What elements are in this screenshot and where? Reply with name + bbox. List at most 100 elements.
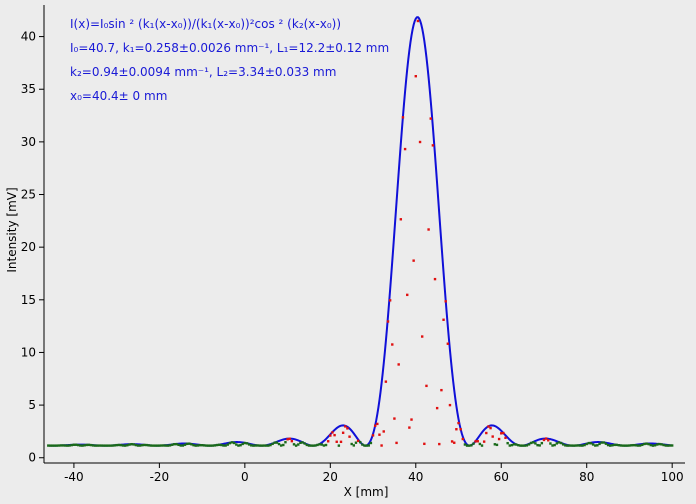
data-point	[510, 443, 514, 447]
data-point	[200, 444, 204, 447]
data-point	[333, 433, 336, 437]
data-point	[284, 441, 287, 444]
annotation-params-1: I₀=40.7, k₁=0.258±0.0026 mm⁻¹, L₁=12.2±0…	[70, 41, 389, 55]
data-point	[403, 147, 407, 151]
data-point	[344, 425, 347, 428]
data-point	[218, 443, 221, 447]
data-point	[260, 444, 264, 447]
data-point	[623, 444, 627, 447]
data-point	[279, 444, 283, 447]
y-tick-label: 5	[28, 398, 36, 412]
data-point	[164, 444, 167, 447]
data-point	[290, 439, 294, 443]
data-point	[401, 116, 405, 119]
data-point	[365, 444, 368, 447]
x-tick-label: -40	[64, 470, 84, 484]
data-point	[215, 443, 219, 447]
data-point	[337, 444, 341, 447]
data-point	[361, 443, 364, 446]
data-point	[536, 443, 539, 447]
data-point	[83, 444, 86, 447]
data-point	[68, 444, 71, 447]
data-point	[596, 444, 599, 447]
data-point	[557, 441, 561, 444]
data-point	[100, 444, 103, 447]
data-point	[467, 444, 471, 447]
data-point	[123, 444, 127, 447]
data-point	[247, 443, 251, 446]
data-point	[487, 425, 490, 428]
data-point	[121, 444, 125, 447]
data-point	[326, 440, 330, 443]
data-point	[433, 277, 437, 281]
data-point	[570, 444, 573, 447]
y-tick-label: 15	[21, 293, 36, 307]
data-point	[307, 444, 311, 447]
data-point	[143, 443, 146, 447]
data-point	[81, 444, 84, 447]
y-tick-label: 35	[21, 82, 36, 96]
data-point	[62, 444, 65, 447]
data-point	[156, 444, 159, 447]
data-point	[527, 443, 531, 446]
x-tick-label: -20	[150, 470, 170, 484]
axes	[43, 5, 685, 464]
data-point	[341, 431, 345, 434]
data-point	[653, 444, 657, 447]
data-point	[470, 444, 473, 447]
data-point	[181, 444, 185, 447]
data-point	[442, 318, 445, 321]
fit-annotation: I(x)=I₀sin ² (k₁(x-x₀))/(k₁(x-x₀))²cos ²…	[70, 17, 389, 103]
data-point	[564, 444, 567, 447]
data-point	[380, 444, 383, 447]
data-point	[166, 444, 170, 447]
data-point	[581, 444, 584, 447]
data-point	[534, 442, 537, 445]
data-point	[566, 444, 569, 447]
data-point	[525, 444, 529, 447]
data-point	[185, 442, 189, 446]
data-point	[232, 441, 236, 445]
data-point	[666, 444, 670, 447]
data-point	[203, 444, 206, 447]
data-point	[55, 444, 59, 447]
data-point	[621, 444, 625, 447]
data-point	[74, 443, 78, 446]
data-point	[429, 117, 432, 120]
data-point	[369, 441, 373, 445]
data-point	[480, 444, 484, 447]
data-point	[288, 437, 291, 440]
data-point	[497, 437, 501, 441]
data-point	[245, 442, 249, 445]
data-point	[151, 444, 155, 447]
data-point	[378, 433, 381, 436]
data-point	[190, 443, 193, 446]
data-point	[619, 444, 623, 447]
data-point	[346, 427, 349, 430]
data-point	[220, 443, 223, 447]
data-point	[89, 443, 93, 447]
data-point	[431, 144, 435, 147]
data-point	[303, 442, 306, 445]
data-point	[237, 444, 240, 447]
data-point	[292, 443, 296, 446]
data-point	[322, 444, 326, 447]
data-point	[628, 444, 631, 447]
data-point	[350, 442, 353, 446]
data-point	[309, 444, 313, 447]
x-ticks: -40 -20 0 20 40 60 80 100	[64, 463, 684, 484]
data-point	[102, 444, 106, 447]
data-point	[301, 441, 304, 444]
data-point	[604, 442, 608, 445]
data-point	[641, 443, 644, 447]
data-point	[399, 218, 403, 221]
data-point	[521, 444, 524, 447]
data-point	[538, 444, 541, 447]
data-point	[192, 443, 195, 447]
data-point	[376, 422, 379, 426]
data-point	[572, 444, 576, 447]
data-point	[395, 441, 398, 445]
data-point	[262, 444, 266, 447]
data-point	[420, 335, 424, 338]
data-point	[299, 441, 302, 444]
